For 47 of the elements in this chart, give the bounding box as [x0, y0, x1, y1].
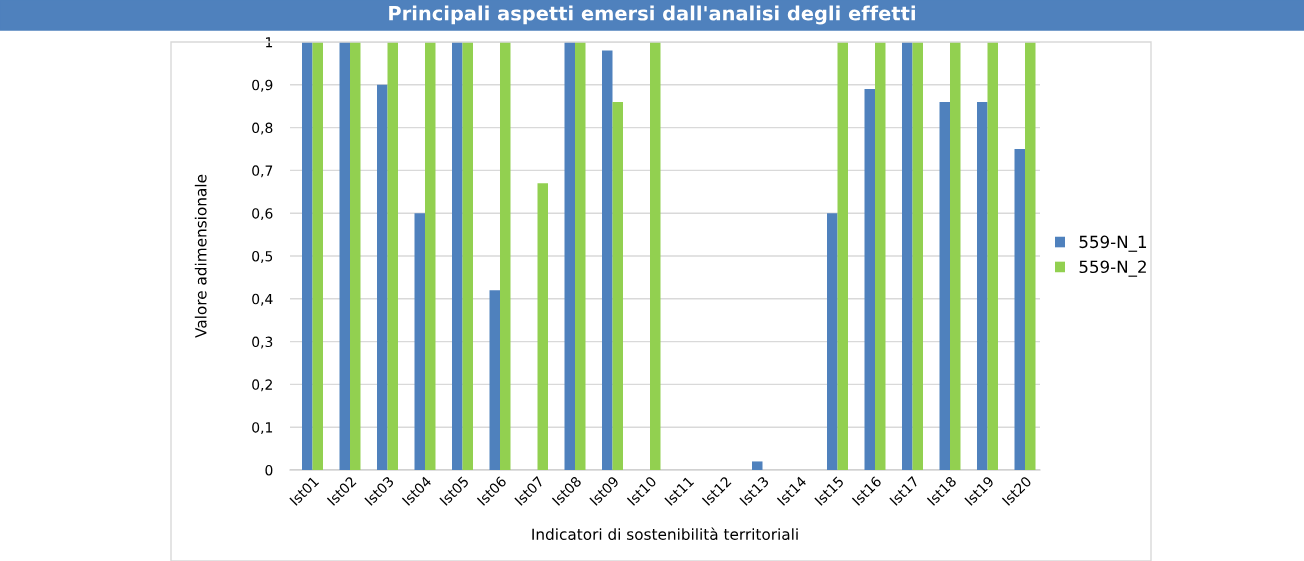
bar: [387, 42, 398, 470]
bar: [837, 42, 848, 470]
bar: [312, 42, 323, 470]
bar: [564, 42, 575, 470]
y-tick-label: 0,4: [252, 293, 273, 306]
y-tick-label: 0,6: [252, 208, 273, 221]
bar: [302, 42, 313, 470]
bar: [452, 42, 463, 470]
bar: [902, 42, 913, 470]
chart-title: Principali aspetti emersi dall'analisi degli effetti: [389, 5, 915, 25]
y-tick-label: 0,7: [252, 165, 273, 178]
y-tick-label: 0: [265, 464, 273, 476]
bar: [875, 42, 886, 470]
bar: [339, 42, 350, 470]
bar: [864, 89, 875, 470]
bar: [612, 101, 623, 470]
y-axis-title: Valore adimensionale: [194, 174, 207, 338]
y-tick-label: 0,9: [252, 79, 273, 92]
bar: [500, 42, 511, 470]
bar: [912, 42, 923, 470]
bar: [1025, 42, 1036, 470]
legend-label: 559-N_1: [1079, 235, 1147, 252]
bar: [602, 50, 613, 470]
bar: [752, 461, 763, 470]
bar: [489, 290, 500, 470]
bar: [939, 101, 950, 470]
bar: [950, 42, 961, 470]
bar: [537, 183, 548, 470]
bar: [414, 213, 425, 470]
y-tick-label: 0,8: [252, 122, 273, 135]
y-tick-label: 1: [266, 37, 273, 48]
bar: [350, 42, 361, 470]
bar: [827, 213, 838, 470]
bar: [377, 84, 388, 470]
bar: [987, 42, 998, 470]
bar: [425, 42, 436, 470]
y-tick-label: 0,2: [252, 379, 272, 392]
legend-label: 559-N_2: [1079, 260, 1146, 277]
y-tick-label: 0,1: [252, 422, 273, 435]
x-axis-title: Indicatori di sostenibilità territoriali: [532, 527, 798, 540]
y-tick-label: 0,3: [252, 336, 273, 349]
y-tick-label: 0,5: [252, 250, 273, 263]
bar: [1014, 149, 1025, 470]
bar: [977, 101, 988, 470]
bar: [462, 42, 473, 470]
bar: [650, 42, 661, 470]
bar: [575, 42, 586, 470]
